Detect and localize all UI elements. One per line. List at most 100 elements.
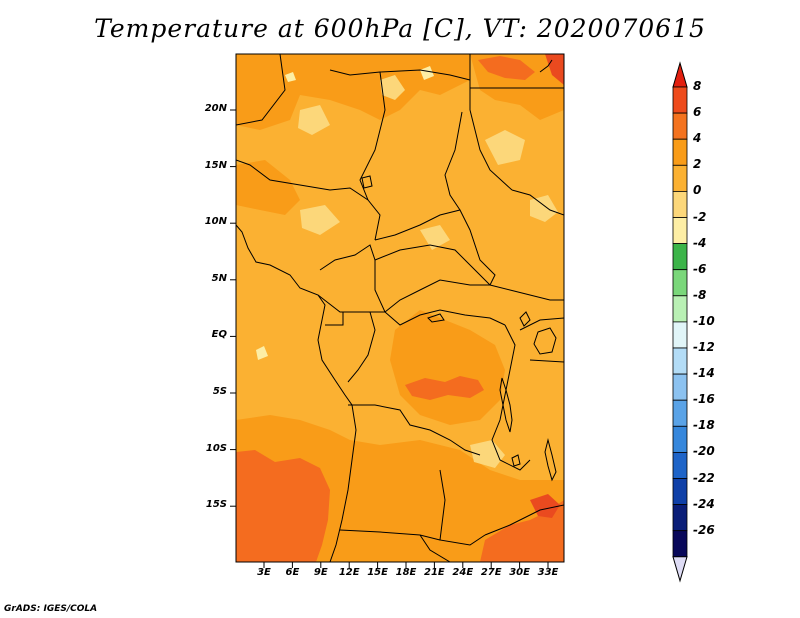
lat-label: 20N bbox=[204, 103, 227, 114]
border-car-north bbox=[374, 209, 496, 286]
colorbar-swatch bbox=[672, 217, 688, 245]
border-angola-north bbox=[348, 404, 481, 456]
lon-label: 21E bbox=[424, 567, 445, 578]
border-drc-east bbox=[491, 324, 531, 471]
colorbar-swatch bbox=[672, 530, 688, 558]
colorbar-swatch bbox=[672, 112, 688, 140]
colorbar-swatch bbox=[672, 425, 688, 453]
border-east-1 bbox=[511, 189, 564, 216]
colorbar-arrow-top bbox=[672, 61, 688, 88]
field-hot-northeast bbox=[478, 56, 535, 80]
lake-malawi bbox=[544, 438, 557, 482]
lon-label: 18E bbox=[395, 567, 417, 578]
field-hot-southwest bbox=[236, 450, 330, 562]
border-zambia bbox=[439, 469, 486, 546]
colorbar-swatch bbox=[672, 347, 688, 375]
field-coolest-northwest bbox=[285, 72, 296, 82]
field-cool-north bbox=[380, 75, 405, 100]
border-cameroon-1 bbox=[319, 244, 386, 313]
colorbar-swatch bbox=[672, 478, 688, 506]
colorbar-label: -26 bbox=[693, 522, 715, 537]
border-gabon bbox=[325, 312, 344, 326]
field-warm-west bbox=[236, 160, 300, 215]
latitude-ticks bbox=[230, 109, 236, 507]
colorbar-label: -24 bbox=[693, 496, 715, 511]
grads-credit: GrADS: IGES/COLA bbox=[4, 604, 98, 614]
lake-albert bbox=[519, 311, 531, 327]
field-warm-north bbox=[236, 54, 470, 130]
colorbar-label: -22 bbox=[693, 470, 715, 485]
colorbar-label: 4 bbox=[693, 131, 702, 146]
field-cool-central bbox=[420, 225, 450, 250]
colorbar-label: 2 bbox=[693, 157, 702, 172]
lon-label: 30E bbox=[509, 567, 530, 578]
colorbar-label: -6 bbox=[693, 261, 707, 276]
border-north-1 bbox=[329, 69, 471, 81]
colorbar-label: 0 bbox=[693, 183, 702, 198]
lon-label: 27E bbox=[480, 567, 502, 578]
plot-frame bbox=[235, 53, 565, 563]
colorbar-label: -10 bbox=[693, 313, 715, 328]
colorbar-arrow-bottom bbox=[672, 556, 688, 583]
field-cool-southeast bbox=[470, 440, 505, 468]
lat-label: 15S bbox=[205, 499, 227, 511]
colorbar-swatch bbox=[672, 269, 688, 297]
longitude-ticks bbox=[263, 562, 549, 568]
lon-label: 15E bbox=[367, 567, 388, 578]
field-hot-central bbox=[405, 376, 484, 400]
border-northwest-1 bbox=[236, 54, 286, 126]
colorbar-swatch bbox=[672, 243, 688, 271]
lon-label: 24E bbox=[452, 567, 474, 578]
border-east-2 bbox=[489, 284, 564, 301]
colorbar-label: -8 bbox=[693, 287, 707, 302]
colorbar-label: 6 bbox=[693, 105, 702, 120]
field-cool-northeast bbox=[485, 130, 525, 165]
border-ecountry-2 bbox=[529, 359, 564, 363]
lon-label: 33E bbox=[537, 567, 559, 578]
lat-label: 5N bbox=[211, 272, 227, 284]
colorbar-swatch bbox=[672, 164, 688, 192]
lat-label: 15N bbox=[204, 159, 227, 171]
colorbar-swatch bbox=[672, 399, 688, 427]
red-sea-coast bbox=[539, 59, 553, 73]
field-cool-east bbox=[530, 195, 558, 222]
field-cool-west-central bbox=[300, 205, 340, 235]
lon-label: 9E bbox=[313, 567, 328, 578]
lon-label: 6E bbox=[285, 567, 300, 578]
border-south-2 bbox=[419, 534, 451, 562]
border-congo bbox=[347, 311, 376, 383]
lat-label: 10S bbox=[205, 442, 227, 454]
lake-chad bbox=[361, 175, 373, 189]
colorbar-swatch bbox=[672, 190, 688, 218]
colorbar-label: -12 bbox=[693, 340, 715, 354]
border-south-1 bbox=[484, 504, 564, 536]
colorbar bbox=[672, 61, 688, 583]
field-cool-northwest bbox=[298, 105, 330, 135]
colorbar-label: -4 bbox=[693, 235, 707, 250]
border-angola-south bbox=[339, 529, 441, 541]
colorbar-label: -14 bbox=[693, 366, 715, 381]
field-coolest-west bbox=[256, 346, 268, 360]
border-drc-north bbox=[384, 309, 506, 326]
field-hottest-southeast bbox=[530, 494, 560, 518]
lat-label: 5S bbox=[212, 386, 227, 397]
border-chad-west bbox=[359, 71, 386, 201]
colorbar-swatch bbox=[672, 86, 688, 114]
reservoir-1 bbox=[427, 313, 445, 323]
border-ecountry-1 bbox=[519, 317, 564, 331]
colorbar-swatch bbox=[672, 451, 688, 479]
coastline-west bbox=[236, 224, 357, 562]
country-borders bbox=[236, 54, 564, 562]
colorbar-swatch bbox=[672, 138, 688, 166]
field-hottest-northeast bbox=[545, 54, 564, 85]
border-sudan-1 bbox=[469, 109, 513, 191]
lon-label: 3E bbox=[257, 567, 271, 578]
colorbar-swatch bbox=[672, 504, 688, 532]
field-coolest-north bbox=[420, 66, 434, 80]
lake-tanganyika bbox=[499, 377, 513, 433]
map-title: Temperature at 600hPa [C], VT: 202007061… bbox=[94, 14, 706, 43]
lon-label: 12E bbox=[338, 567, 360, 578]
lat-label: 10N bbox=[204, 216, 227, 228]
lat-label: EQ bbox=[211, 329, 227, 341]
